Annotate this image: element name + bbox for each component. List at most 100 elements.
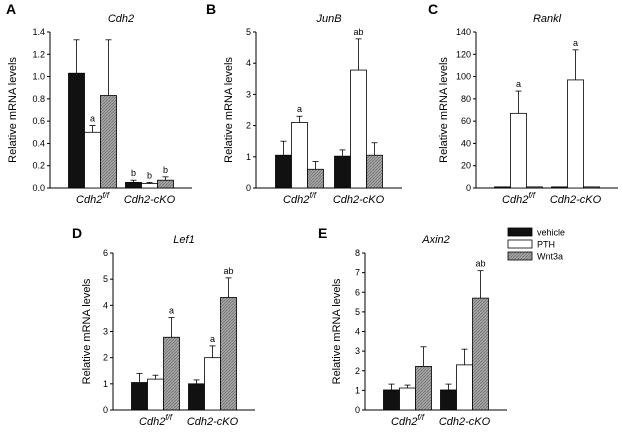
- panel-letter: B: [206, 1, 216, 17]
- y-tick-label: 0: [355, 405, 360, 415]
- bar-vehicle: [383, 389, 400, 411]
- y-tick-label: 3: [246, 89, 251, 99]
- x-category-label: Cdh2f/f: [139, 413, 173, 427]
- y-tick-label: 7: [355, 268, 360, 278]
- bar-wnt3a: [157, 179, 174, 189]
- significance-label: a: [516, 79, 521, 89]
- y-tick-label: 1.2: [32, 49, 45, 59]
- bar-wnt3a: [307, 168, 324, 189]
- panel-letter: D: [72, 225, 82, 241]
- y-tick-label: 8: [355, 248, 360, 258]
- bar-wnt3a: [415, 366, 432, 411]
- y-axis-label: Relative mRNA levels: [223, 57, 235, 163]
- significance-label: a: [169, 306, 174, 316]
- y-tick-label: 2: [103, 353, 108, 363]
- y-tick-label: 100: [456, 72, 471, 82]
- panel-b: B JunB Relative mRNA levels 0 1 2 3 4 5 a Cdh2f/f a…: [206, 1, 402, 206]
- y-tick-label: 20: [461, 161, 471, 171]
- legend-swatch-vehicle: [507, 227, 533, 237]
- y-tick-label: 40: [461, 138, 471, 148]
- x-category-label: Cdh2-cKO: [187, 416, 239, 427]
- y-tick-label: 1.0: [32, 72, 45, 82]
- x-category-label: Cdh2-cKO: [124, 194, 176, 206]
- bar-wnt3a: [163, 336, 180, 411]
- x-category-label: Cdh2f/f: [391, 413, 425, 427]
- y-tick-label: 2: [246, 121, 251, 131]
- bar-pth: [204, 357, 221, 411]
- y-axis-label: Relative mRNA levels: [7, 57, 19, 163]
- bar-wnt3a: [366, 154, 383, 189]
- y-tick-label: 0: [103, 405, 108, 415]
- bar-vehicle: [494, 186, 511, 189]
- bar-wnt3a: [526, 186, 543, 189]
- bar-wnt3a: [220, 297, 237, 411]
- legend-label-pth: PTH: [537, 240, 555, 250]
- legend-swatch-wnt3a: [507, 251, 533, 261]
- y-tick-label: 5: [103, 274, 108, 284]
- y-tick-label: 1.4: [32, 27, 45, 37]
- significance-label: b: [163, 165, 168, 175]
- bar-vehicle: [551, 186, 568, 189]
- y-tick-label: 0.8: [32, 94, 45, 104]
- panel-letter: A: [6, 1, 16, 17]
- y-tick-label: 6: [355, 287, 360, 297]
- significance-label: ab: [223, 266, 233, 276]
- significance-label: b: [131, 168, 136, 178]
- bar-vehicle: [125, 182, 142, 189]
- y-tick-label: 120: [456, 49, 471, 59]
- bar-vehicle: [334, 155, 351, 189]
- panel-title: JunB: [315, 13, 341, 25]
- bar-pth: [147, 378, 164, 411]
- panel-c: C Rankl Relative mRNA levels 0 20 40 60 80 100 12…: [428, 1, 618, 206]
- bar-wnt3a: [583, 186, 600, 189]
- bar-wnt3a: [100, 95, 117, 189]
- y-tick-label: 140: [456, 27, 471, 37]
- y-axis-label: Relative mRNA levels: [81, 278, 93, 384]
- bar-pth: [456, 364, 473, 411]
- bar-vehicle: [188, 383, 205, 411]
- bar-pth: [84, 131, 101, 189]
- bar-pth: [510, 112, 527, 189]
- y-tick-label: 0.6: [32, 116, 45, 126]
- chart-panels: A Cdh2 Relative mRNA levels 0.0 0.2 0.4 0.6 0.8…: [6, 1, 618, 428]
- y-axis-label: Relative mRNA levels: [438, 57, 450, 163]
- bar-pth: [567, 79, 584, 189]
- bar-pth: [141, 183, 158, 189]
- panel-title: Rankl: [533, 13, 562, 25]
- bar-pth: [350, 69, 367, 189]
- panel-a: A Cdh2 Relative mRNA levels 0.0 0.2 0.4 0.6 0.8…: [6, 1, 192, 206]
- x-category-label: Cdh2f/f: [502, 191, 536, 206]
- bar-vehicle: [131, 382, 148, 411]
- y-tick-label: 2: [355, 366, 360, 376]
- y-tick-label: 4: [355, 327, 360, 337]
- x-category-label: Cdh2f/f: [283, 191, 317, 206]
- y-tick-label: 5: [246, 27, 251, 37]
- y-axis-label: Relative mRNA levels: [331, 278, 343, 384]
- bar-vehicle: [68, 72, 85, 189]
- y-tick-label: 4: [246, 58, 251, 68]
- significance-label: ab: [353, 27, 363, 37]
- panel-title: Lef1: [173, 234, 194, 246]
- panel-letter: E: [318, 225, 327, 241]
- legend-label-wnt3a: Wnt3a: [537, 252, 563, 262]
- y-tick-label: 0: [466, 183, 471, 193]
- panel-d: D Lef1 Relative mRNA levels 0 1 2 3 4 5 6 a Cdh2f/f…: [72, 225, 255, 428]
- significance-label: b: [147, 170, 152, 180]
- significance-label: ab: [475, 259, 485, 269]
- y-tick-label: 0.4: [32, 138, 45, 148]
- bar-pth: [399, 387, 416, 411]
- legend-swatch-pth: [507, 239, 533, 249]
- y-tick-label: 3: [103, 327, 108, 337]
- y-tick-label: 0.0: [32, 183, 45, 193]
- bar-wnt3a: [472, 297, 489, 411]
- y-tick-label: 4: [103, 300, 108, 310]
- panel-e: E Axin2 Relative mRNA levels 0 1 2 3 4 5 6 7 8 Cdh2f…: [318, 225, 507, 428]
- x-category-label: Cdh2-cKO: [333, 194, 385, 206]
- significance-label: a: [297, 104, 302, 114]
- significance-label: a: [210, 334, 215, 344]
- y-tick-label: 1: [355, 385, 360, 395]
- x-category-label: Cdh2-cKO: [439, 416, 491, 427]
- y-tick-label: 0: [246, 183, 251, 193]
- x-category-label: Cdh2-cKO: [550, 194, 602, 206]
